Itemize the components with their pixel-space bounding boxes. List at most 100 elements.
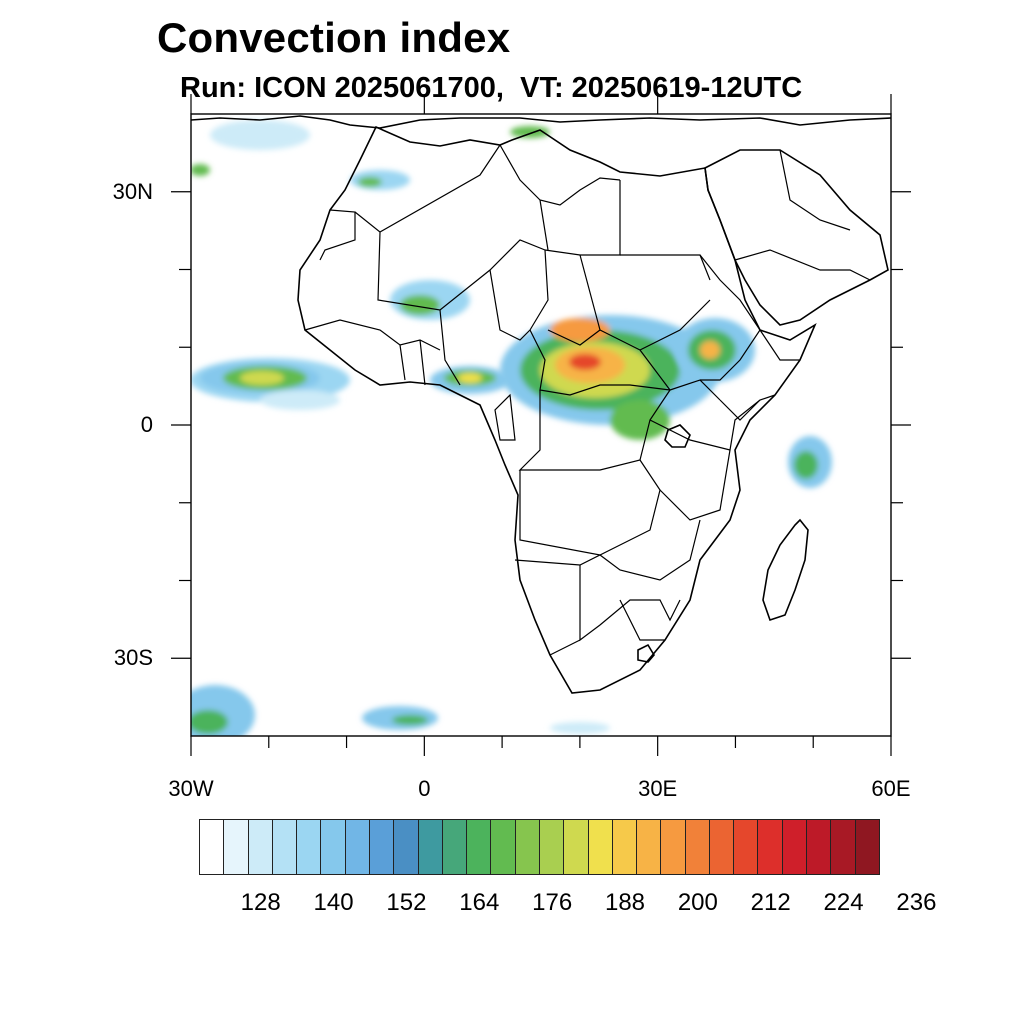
border: [399, 339, 426, 386]
colorbar-swatch: [514, 819, 540, 875]
cell: [392, 715, 428, 725]
lon-tick-label: 30W: [168, 776, 214, 801]
border: [439, 309, 461, 386]
cell: [700, 341, 720, 359]
colorbar-label: 140: [313, 889, 354, 916]
colorbar-label: 200: [677, 889, 718, 916]
lake-victoria: [664, 424, 691, 448]
colorbar-swatch: [733, 819, 759, 875]
sahel-cells: [390, 280, 510, 394]
cell: [260, 390, 340, 410]
colorbar-swatch: [854, 819, 880, 875]
colorbar-label: 152: [386, 889, 427, 916]
map-title: Convection index: [157, 14, 511, 61]
colorbar-label: 212: [750, 889, 791, 916]
border: [304, 319, 441, 351]
border: [489, 269, 531, 341]
cell: [240, 371, 284, 385]
colorbar-swatch: [757, 819, 783, 875]
border: [649, 394, 776, 451]
madagascar-coastline: [762, 518, 809, 622]
colorbar-swatch: [611, 819, 638, 875]
colorbar-label: 188: [604, 889, 646, 916]
border: [549, 599, 665, 656]
lat-tick-label: 30S: [113, 645, 153, 671]
cell: [358, 177, 382, 187]
country-borders: [304, 144, 871, 656]
cell: [458, 373, 482, 383]
axis-ticks: [171, 94, 911, 756]
lon-tick-label: 60E: [871, 776, 911, 801]
border: [494, 393, 516, 441]
border: [518, 389, 671, 471]
africa-coastline: [297, 125, 817, 694]
colorbar-swatch: [393, 819, 419, 875]
cell: [510, 126, 550, 138]
cell: [191, 164, 210, 176]
colorbar-swatch: [417, 819, 443, 875]
colorbar-swatch: [708, 819, 735, 875]
ethiopia-cells: [675, 318, 755, 382]
colorbar-label: 236: [896, 889, 937, 916]
colorbar-swatch: [441, 819, 468, 875]
colorbar-swatch: [223, 819, 249, 875]
north-africa-cells: [191, 120, 550, 190]
colorbar-swatch: [490, 819, 516, 875]
cell: [794, 451, 818, 479]
colorbar-swatch: [199, 819, 225, 875]
colorbar-label: 128: [240, 889, 281, 916]
cell: [400, 295, 440, 315]
colorbar-swatch: [806, 819, 832, 875]
atlantic-itcz-cells: [191, 358, 350, 410]
colorbar-swatch: [368, 819, 395, 875]
colorbar-swatch: [296, 819, 322, 875]
colorbar-label: 176: [532, 889, 573, 916]
cell: [210, 120, 310, 150]
map-subtitle: Run: ICON 2025061700, VT: 20250619-12UTC: [180, 72, 803, 104]
lat-tick-label: 30N: [112, 178, 153, 204]
border: [719, 399, 761, 421]
cell: [610, 400, 670, 440]
border: [519, 459, 661, 556]
border: [539, 199, 549, 251]
cell: [550, 318, 610, 342]
border: [759, 329, 800, 361]
indian-ocean-cells: [788, 436, 832, 488]
colorbar-swatch: [781, 819, 808, 875]
cell: [191, 710, 228, 734]
cell: [569, 354, 601, 370]
colorbar-swatch: [660, 819, 686, 875]
border: [529, 329, 671, 396]
lon-tick-label: 0: [418, 776, 431, 801]
colorbar-swatch: [587, 819, 613, 875]
border: [547, 254, 601, 346]
colorbar-label: 164: [459, 889, 500, 916]
lat-tick-label: 0: [140, 412, 153, 437]
colorbar: [199, 819, 880, 875]
border: [734, 149, 871, 281]
convection-field: [191, 115, 891, 736]
colorbar-swatch: [636, 819, 662, 875]
colorbar-swatch: [271, 819, 298, 875]
cell: [550, 722, 610, 734]
coastlines: [191, 115, 891, 694]
border: [659, 449, 731, 521]
arabia-coastline: [704, 149, 889, 326]
colorbar-swatch: [320, 819, 346, 875]
colorbar-swatch: [684, 819, 710, 875]
border: [544, 180, 621, 256]
europe-coastline: [191, 115, 891, 129]
border: [499, 144, 621, 206]
colorbar-swatch: [344, 819, 370, 875]
colorbar-swatch: [830, 819, 856, 875]
colorbar-label: 224: [823, 889, 864, 916]
south-atlantic-cells: [191, 685, 610, 736]
lesotho-outline: [637, 643, 655, 663]
colorbar-swatch: [538, 819, 565, 875]
colorbar-swatch: [247, 819, 273, 875]
colorbar-swatch: [563, 819, 589, 875]
border: [379, 144, 501, 233]
border: [599, 299, 711, 351]
border: [319, 209, 356, 261]
